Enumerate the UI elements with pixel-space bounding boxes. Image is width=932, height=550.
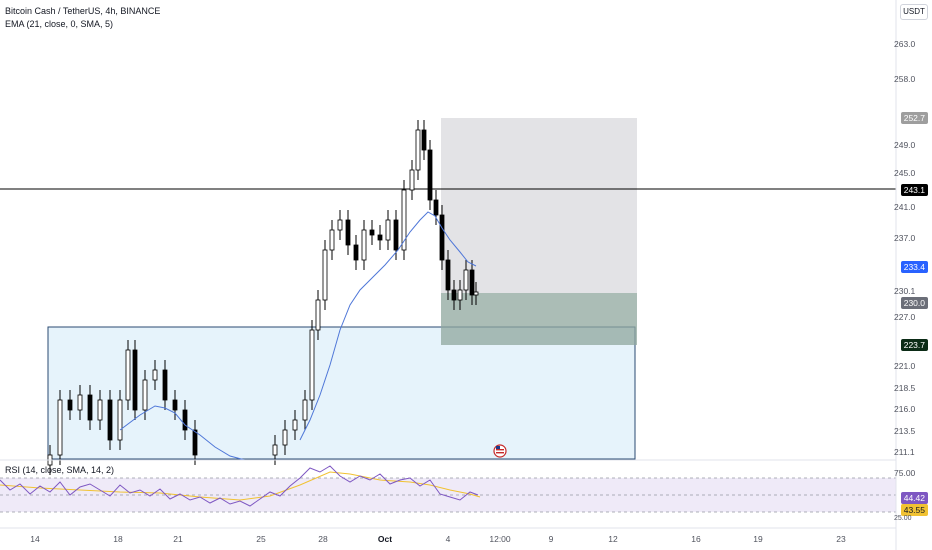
time-label: 25 xyxy=(256,534,266,544)
currency-button[interactable]: USDT xyxy=(900,4,928,20)
candle-body xyxy=(132,349,138,411)
us-flag-icon xyxy=(493,444,507,458)
ema-legend[interactable]: EMA (21, close, 0, SMA, 5) xyxy=(5,19,114,29)
price-tick: 211.1 xyxy=(894,447,915,457)
ema-line xyxy=(119,405,246,461)
candle-body xyxy=(57,399,63,456)
candle-body xyxy=(421,129,427,151)
candle-body xyxy=(377,234,383,241)
hline-price-badge: 243.1 xyxy=(900,184,928,196)
candle-body xyxy=(182,409,188,431)
time-label: 21 xyxy=(173,534,183,544)
price-tick: 213.5 xyxy=(894,426,916,436)
candle-body xyxy=(107,399,113,441)
candle-body xyxy=(272,444,278,456)
time-label: 12:00 xyxy=(489,534,511,544)
candle-body xyxy=(473,291,479,296)
price-tick: 263.0 xyxy=(894,39,916,49)
candle-body xyxy=(315,299,321,331)
candle-body xyxy=(415,129,421,171)
candle-body xyxy=(451,289,457,301)
time-label: 9 xyxy=(548,534,554,544)
stop-zone xyxy=(441,293,637,345)
candle-body xyxy=(369,229,375,236)
candle-body xyxy=(97,399,103,421)
candle-body xyxy=(463,269,469,291)
candle-body xyxy=(292,419,298,431)
candle-body xyxy=(172,399,178,411)
candle-body xyxy=(192,429,198,456)
candle-body xyxy=(457,289,463,301)
candle-body xyxy=(439,214,445,261)
price-tick: 218.5 xyxy=(894,383,916,393)
candles-layer xyxy=(47,120,479,475)
candle-body xyxy=(125,349,131,401)
symbol-legend[interactable]: Bitcoin Cash / TetherUS, 4h, BINANCE xyxy=(5,6,161,16)
candle-body xyxy=(322,249,328,301)
candle-body xyxy=(433,199,439,216)
rsi-tick-bottom: 25.00 xyxy=(894,515,912,522)
candle-body xyxy=(385,219,391,241)
price-tick: 245.0 xyxy=(894,168,916,178)
candle-body xyxy=(117,399,123,441)
rsi-legend[interactable]: RSI (14, close, SMA, 14, 2) xyxy=(5,465,115,475)
candle-body xyxy=(309,329,315,401)
candle-body xyxy=(329,229,335,251)
candle-body xyxy=(162,369,168,401)
target-zone xyxy=(441,118,637,293)
stop-price-badge: 223.7 xyxy=(900,339,928,351)
candle-body xyxy=(353,244,359,261)
candle-body xyxy=(77,394,83,411)
candle-body xyxy=(142,379,148,411)
candle-body xyxy=(469,269,475,296)
time-label: 28 xyxy=(318,534,328,544)
ema-price-badge: 233.4 xyxy=(900,261,928,273)
candle-body xyxy=(445,259,451,291)
time-label: 16 xyxy=(691,534,701,544)
rsi-sma-badge: 43.55 xyxy=(900,504,928,516)
time-label: 18 xyxy=(113,534,123,544)
time-label: 19 xyxy=(753,534,763,544)
rsi-line xyxy=(0,465,479,507)
candle-body xyxy=(337,219,343,231)
candle-body xyxy=(302,399,308,421)
candle-body xyxy=(282,429,288,446)
price-tick: 237.0 xyxy=(894,233,916,243)
price-tick: 230.1 xyxy=(894,286,916,296)
candle-body xyxy=(393,219,399,251)
rsi-sma-line xyxy=(0,471,481,501)
target-price-badge: 252.7 xyxy=(900,112,928,124)
time-label: Oct xyxy=(377,534,393,544)
time-label: 12 xyxy=(608,534,618,544)
candle-body xyxy=(401,189,407,251)
price-tick: 249.0 xyxy=(894,140,916,150)
candle-body xyxy=(427,149,433,201)
time-label: 14 xyxy=(30,534,40,544)
price-tick: 258.0 xyxy=(894,74,916,84)
candle-body xyxy=(87,394,93,421)
price-tick: 216.0 xyxy=(894,404,916,414)
ema-line-right xyxy=(299,211,477,441)
price-tick: 241.0 xyxy=(894,202,916,212)
candle-body xyxy=(152,369,158,381)
price-tick: 221.0 xyxy=(894,361,916,371)
last-price-badge: 230.0 xyxy=(900,297,928,309)
rsi-value-badge: 44.42 xyxy=(900,492,928,504)
rsi-tick-top: 75.00 xyxy=(894,468,916,478)
candle-body xyxy=(67,399,73,411)
candle-body xyxy=(361,229,367,261)
candle-body xyxy=(345,219,351,246)
price-tick: 227.0 xyxy=(894,312,916,322)
time-label: 23 xyxy=(836,534,846,544)
time-label: 4 xyxy=(445,534,451,544)
candle-body xyxy=(409,169,415,191)
